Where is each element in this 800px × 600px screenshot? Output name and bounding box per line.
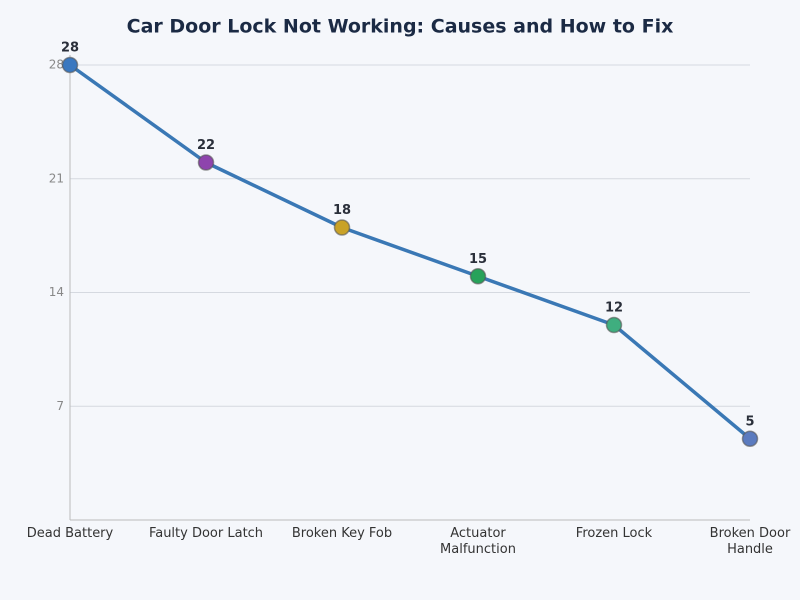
y-tick-label: 28 [49,58,64,72]
point [741,430,759,447]
x-tick-label: Broken Key Fob [291,526,393,541]
data-label: 5 [745,414,754,429]
data-label: 22 [197,138,215,153]
x-tick-label: Faulty Door Latch [148,526,264,541]
y-tick-label: 7 [56,399,64,413]
data-label: 28 [61,41,79,56]
x-tick-label: Actuator Malfunction [440,526,516,557]
y-tick-label: 14 [49,285,64,299]
data-label: 12 [605,301,623,316]
point [61,56,79,74]
point [333,219,351,236]
chart-title: Car Door Lock Not Working: Causes and Ho… [127,16,674,38]
data-label: 18 [333,203,351,218]
line [68,63,752,441]
data-label: 15 [469,252,487,267]
y-tick-label: 21 [49,171,64,185]
point [197,154,215,171]
x-tick-label: Broken Door Handle [709,526,791,557]
x-tick-label: Frozen Lock [575,526,653,541]
point [469,268,487,285]
point [605,316,623,334]
x-tick-label: Dead Battery [26,526,114,541]
